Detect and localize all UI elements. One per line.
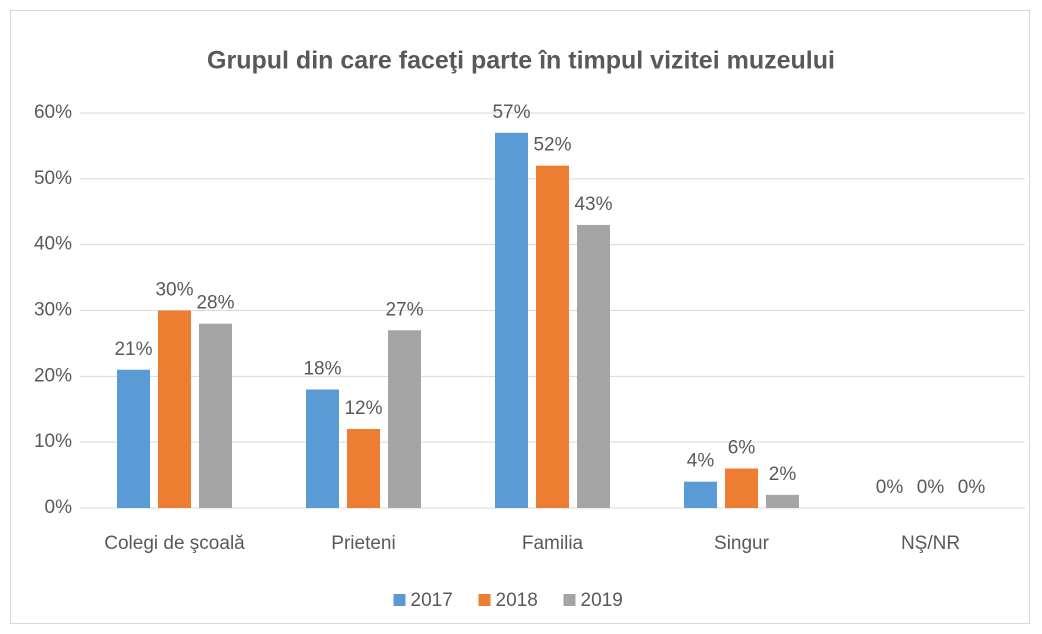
- bar: [725, 468, 758, 508]
- y-tick-label: 30%: [34, 300, 72, 321]
- x-tick-label: Singur: [714, 533, 770, 554]
- value-label: 0%: [958, 477, 986, 498]
- x-tick-label: Colegi de şcoală: [104, 533, 245, 554]
- bar: [536, 165, 569, 508]
- y-tick-label: 10%: [34, 431, 72, 452]
- value-label: 28%: [196, 293, 234, 314]
- bar: [306, 389, 339, 508]
- x-tick-label: Familia: [522, 533, 584, 554]
- legend-label: 2019: [581, 590, 623, 611]
- value-label: 18%: [303, 359, 341, 380]
- value-label: 4%: [687, 451, 715, 472]
- legend-swatch: [563, 594, 576, 606]
- value-label: 0%: [917, 477, 945, 498]
- y-tick-label: 40%: [34, 234, 72, 255]
- y-tick-label: 50%: [34, 168, 72, 189]
- bar: [199, 323, 232, 508]
- bar: [347, 429, 380, 508]
- value-label: 6%: [728, 438, 756, 459]
- legend-label: 2018: [496, 590, 538, 611]
- x-tick-label: NŞ/NR: [901, 533, 960, 554]
- bar: [577, 224, 610, 508]
- legend-label: 2017: [411, 590, 453, 611]
- bar: [117, 369, 150, 508]
- value-label: 0%: [876, 477, 904, 498]
- value-label: 27%: [385, 299, 423, 320]
- legend-swatch: [478, 594, 491, 606]
- value-label: 57%: [492, 102, 530, 123]
- value-label: 43%: [574, 194, 612, 215]
- chart-title: Grupul din care faceţi parte în timpul v…: [207, 47, 835, 75]
- y-tick-label: 60%: [34, 102, 72, 123]
- value-label: 2%: [769, 464, 797, 485]
- legend-swatch: [393, 594, 406, 606]
- y-tick-label: 20%: [34, 365, 72, 386]
- bar: [495, 132, 528, 508]
- bar: [684, 481, 717, 508]
- bar: [158, 310, 191, 508]
- value-label: 52%: [533, 135, 571, 156]
- y-tick-label: 0%: [45, 497, 73, 518]
- x-tick-label: Prieteni: [331, 533, 395, 554]
- bar: [388, 330, 421, 508]
- bar: [766, 494, 799, 508]
- value-label: 12%: [344, 398, 382, 419]
- value-label: 30%: [155, 280, 193, 301]
- value-label: 21%: [114, 339, 152, 360]
